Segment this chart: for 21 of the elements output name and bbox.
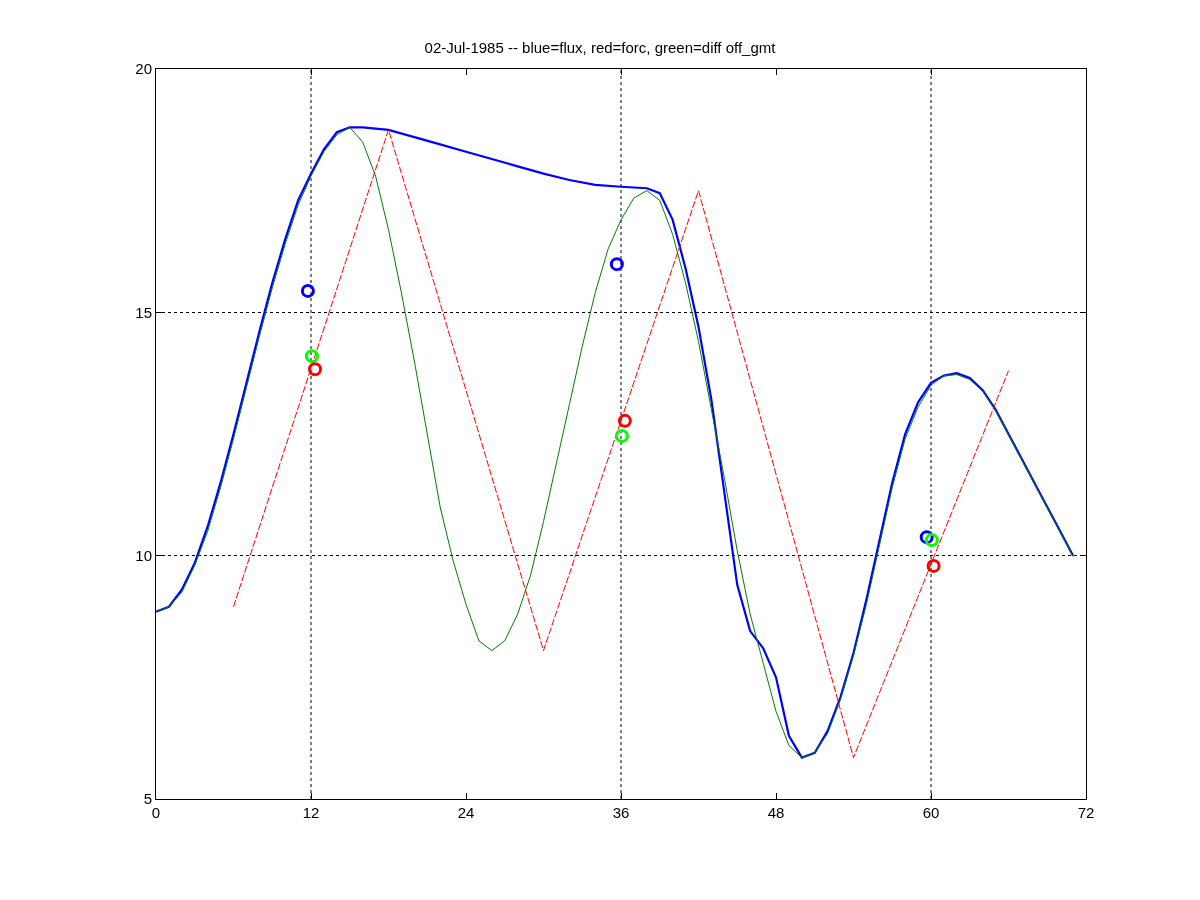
point — [614, 428, 629, 443]
point — [308, 362, 322, 377]
x-tick-label: 36 — [612, 804, 630, 821]
line-series — [233, 129, 1009, 759]
y-tick-label: 5 — [143, 790, 152, 808]
x-tick-label: 12 — [302, 804, 320, 821]
point — [304, 349, 319, 364]
x-tick-label: 72 — [1077, 804, 1095, 821]
y-tick-label: 15 — [135, 303, 152, 321]
x-tick-label: 24 — [457, 804, 475, 821]
point — [617, 413, 632, 428]
chart-title: 02-Jul-1985 -- blue=flux, red=forc, green=diff off_gmt — [424, 39, 777, 57]
x-tick-label: 48 — [767, 804, 785, 821]
y-tick-label: 20 — [135, 60, 152, 78]
x-tick-label: 60 — [922, 804, 940, 821]
y-tick-label: 10 — [135, 546, 152, 564]
point — [609, 257, 624, 272]
x-tick-label: 0 — [151, 804, 161, 821]
point — [926, 558, 941, 573]
point — [300, 283, 315, 298]
point — [924, 533, 939, 548]
